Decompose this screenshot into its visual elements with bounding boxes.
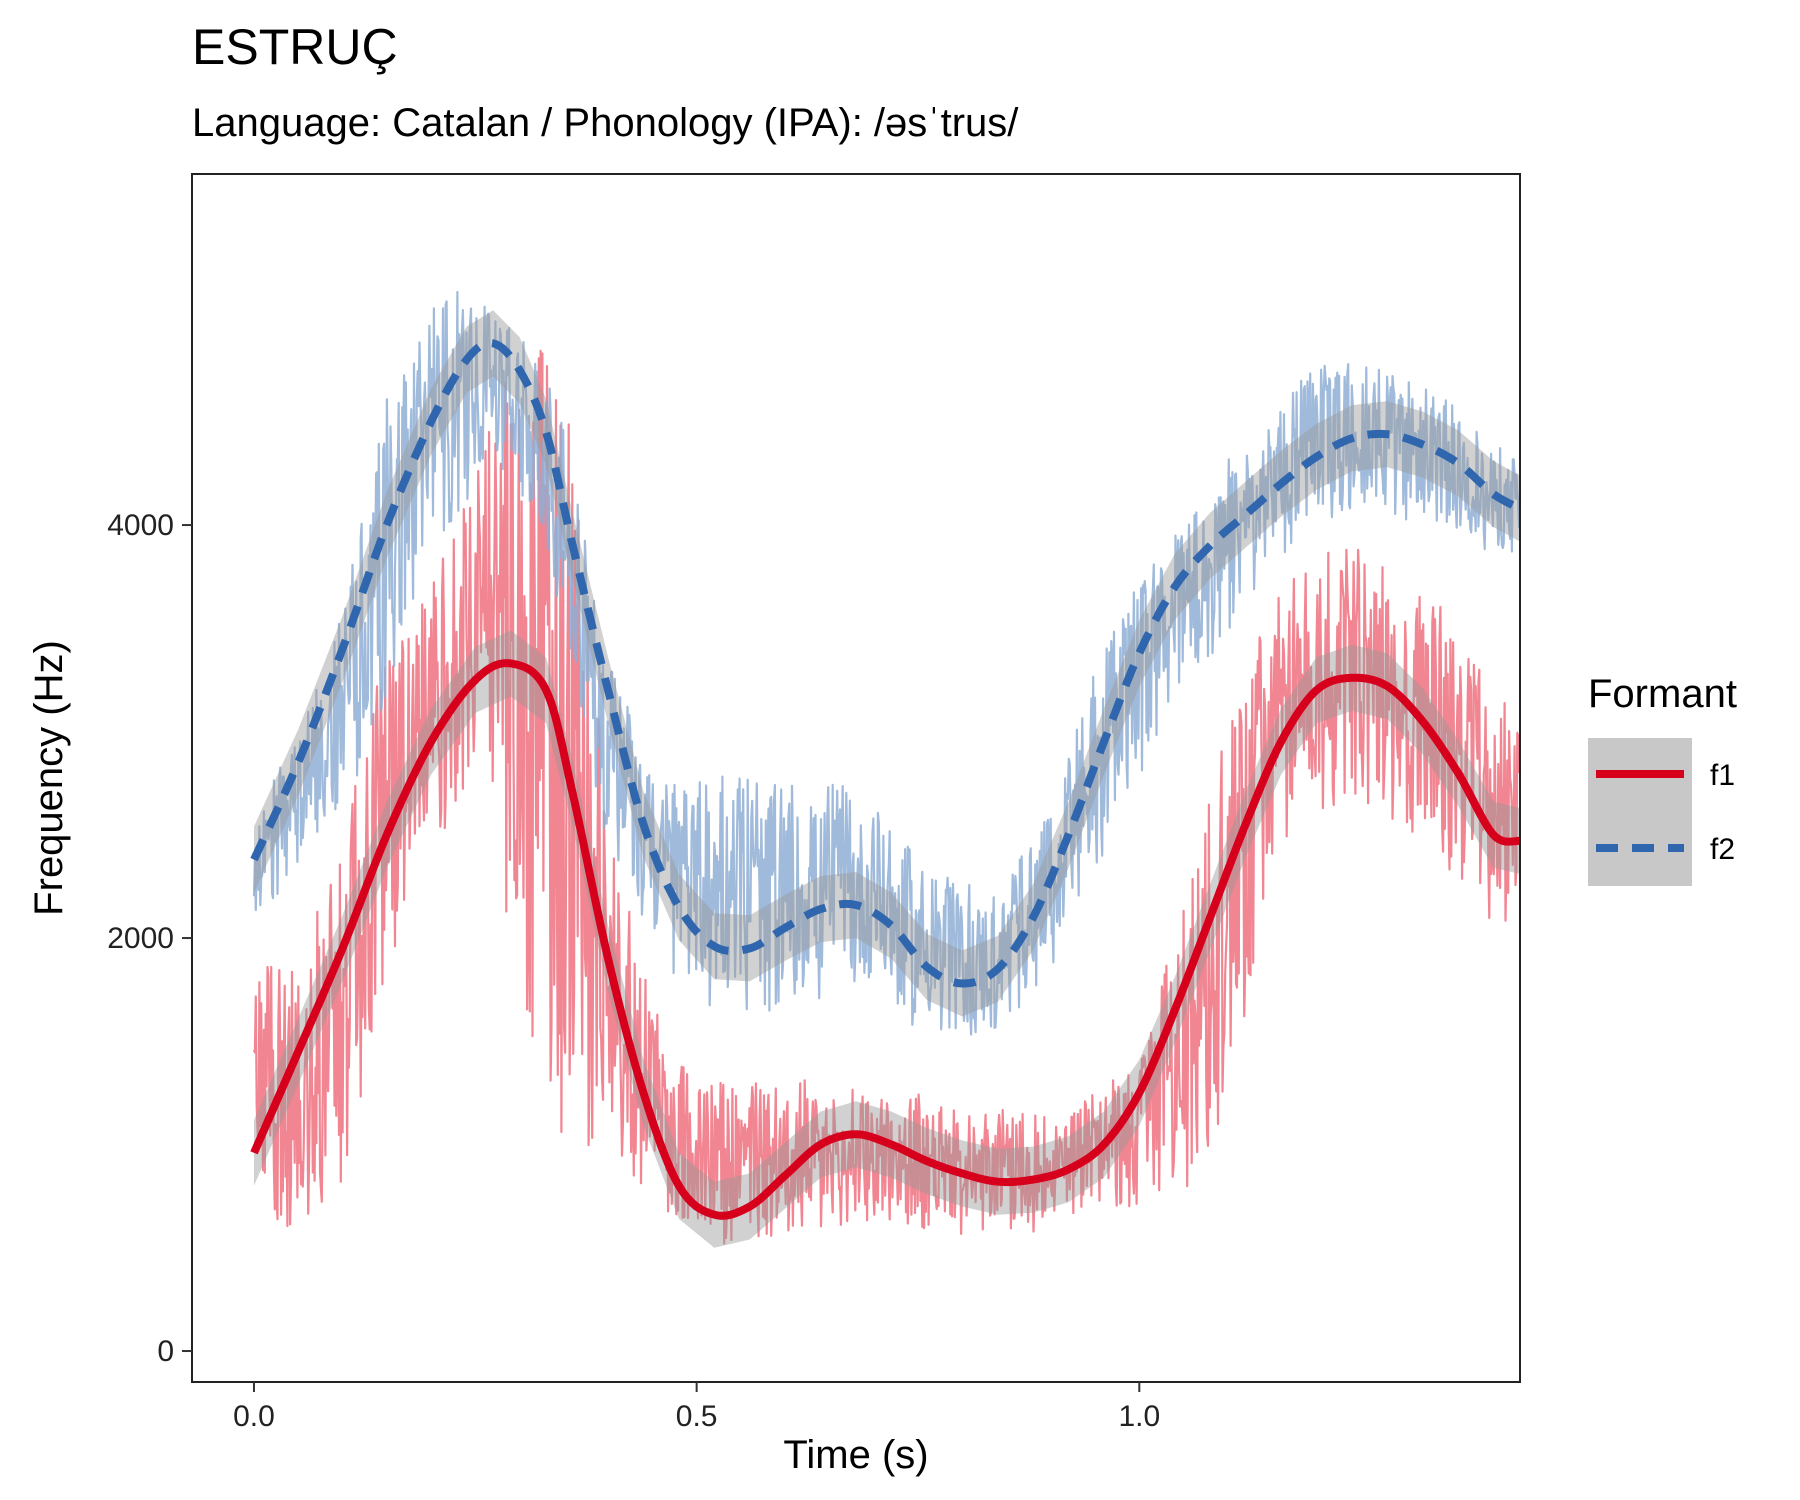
legend-label-f1: f1	[1710, 759, 1735, 792]
x-tick-label: 0.0	[233, 1400, 275, 1433]
plot-border	[191, 173, 1521, 1383]
raw-track-f2	[252, 290, 1522, 1036]
y-axis: 0 2000 4000	[107, 509, 192, 1368]
legend-title: Formant	[1588, 672, 1737, 716]
x-axis: 0.0 0.5 1.0	[233, 1382, 1160, 1433]
x-axis-title: Time (s)	[783, 1433, 928, 1477]
chart-title: ESTRUÇ	[192, 19, 398, 75]
y-axis-title: Frequency (Hz)	[27, 640, 71, 916]
legend-key-background	[1588, 738, 1692, 886]
legend-label-f2: f2	[1710, 833, 1735, 866]
x-tick-label: 0.5	[676, 1400, 718, 1433]
y-tick-label: 0	[157, 1335, 174, 1368]
smooth-lines	[250, 339, 1522, 1220]
smooth-line-f2	[250, 339, 1522, 988]
legend: Formant f1 f2	[1588, 672, 1737, 886]
x-tick-label: 1.0	[1118, 1400, 1160, 1433]
raw-tracks	[252, 290, 1522, 1245]
y-tick-label: 2000	[107, 922, 174, 955]
chart-subtitle: Language: Catalan / Phonology (IPA): /əs…	[192, 101, 1019, 145]
smooth-line-f1	[250, 659, 1521, 1220]
y-tick-label: 4000	[107, 509, 174, 542]
raw-track-f1	[252, 349, 1522, 1245]
